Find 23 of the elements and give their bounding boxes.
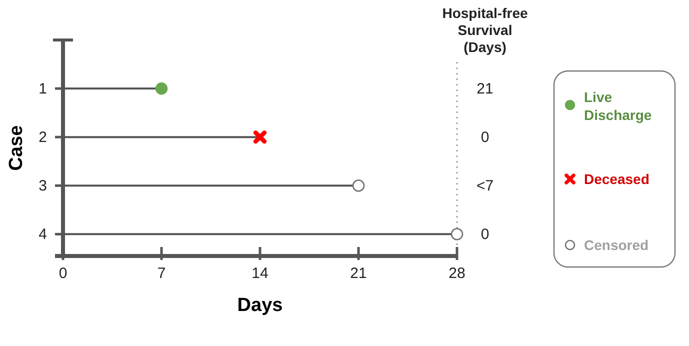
y-tick-label: 1 bbox=[38, 80, 47, 98]
y-tick-label: 2 bbox=[38, 129, 47, 146]
legend-label: Deceased bbox=[584, 171, 650, 187]
x-tick-label: 0 bbox=[58, 265, 68, 282]
point bbox=[450, 228, 464, 240]
legend-label: Live Discharge bbox=[584, 89, 652, 123]
x-tick-label: 28 bbox=[448, 265, 466, 282]
legend-label: Censored bbox=[584, 237, 649, 253]
point bbox=[352, 179, 365, 192]
point bbox=[155, 82, 168, 95]
y-axis-title: Case bbox=[6, 125, 27, 171]
text: 0 bbox=[480, 129, 490, 146]
y-tick-label: 4 bbox=[38, 226, 47, 244]
text: 21 bbox=[476, 80, 494, 98]
x-axis-title: Days bbox=[237, 295, 283, 316]
x-tick-label: 7 bbox=[157, 265, 166, 282]
y-tick-label: 3 bbox=[38, 178, 47, 195]
annotation: Hospital-free Survival (Days) bbox=[442, 5, 528, 55]
text: 0 bbox=[480, 226, 490, 244]
x-tick-label: 14 bbox=[252, 265, 268, 282]
text: <7 bbox=[476, 178, 494, 195]
point bbox=[253, 130, 267, 144]
x-tick-label: 21 bbox=[350, 265, 367, 282]
